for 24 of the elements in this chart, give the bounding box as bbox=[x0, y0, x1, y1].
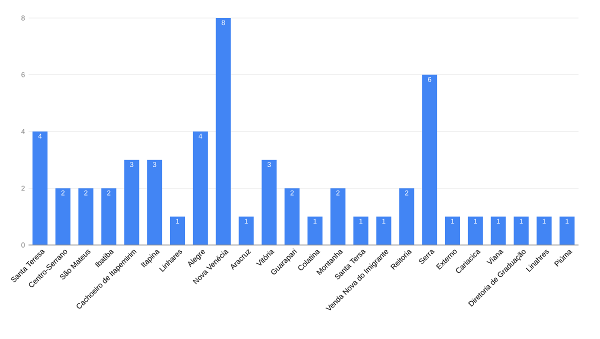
bar bbox=[399, 188, 414, 245]
bar bbox=[536, 216, 552, 245]
bar bbox=[330, 188, 346, 245]
bar bbox=[55, 188, 70, 245]
bar bbox=[490, 216, 506, 245]
bar bbox=[444, 216, 460, 245]
bar bbox=[101, 188, 116, 245]
bar bbox=[284, 188, 300, 245]
bar bbox=[147, 160, 162, 245]
bar bbox=[192, 131, 208, 245]
bar bbox=[308, 216, 322, 245]
bar bbox=[238, 216, 254, 245]
bar bbox=[422, 74, 438, 245]
bar bbox=[560, 216, 575, 245]
bar bbox=[514, 216, 529, 245]
bar bbox=[170, 216, 186, 245]
bar bbox=[353, 216, 368, 245]
bar bbox=[32, 131, 48, 245]
bar bbox=[262, 160, 277, 245]
bar bbox=[468, 216, 483, 245]
bar bbox=[78, 188, 94, 245]
bar bbox=[216, 18, 231, 245]
bar bbox=[376, 216, 392, 245]
bar bbox=[124, 160, 140, 245]
